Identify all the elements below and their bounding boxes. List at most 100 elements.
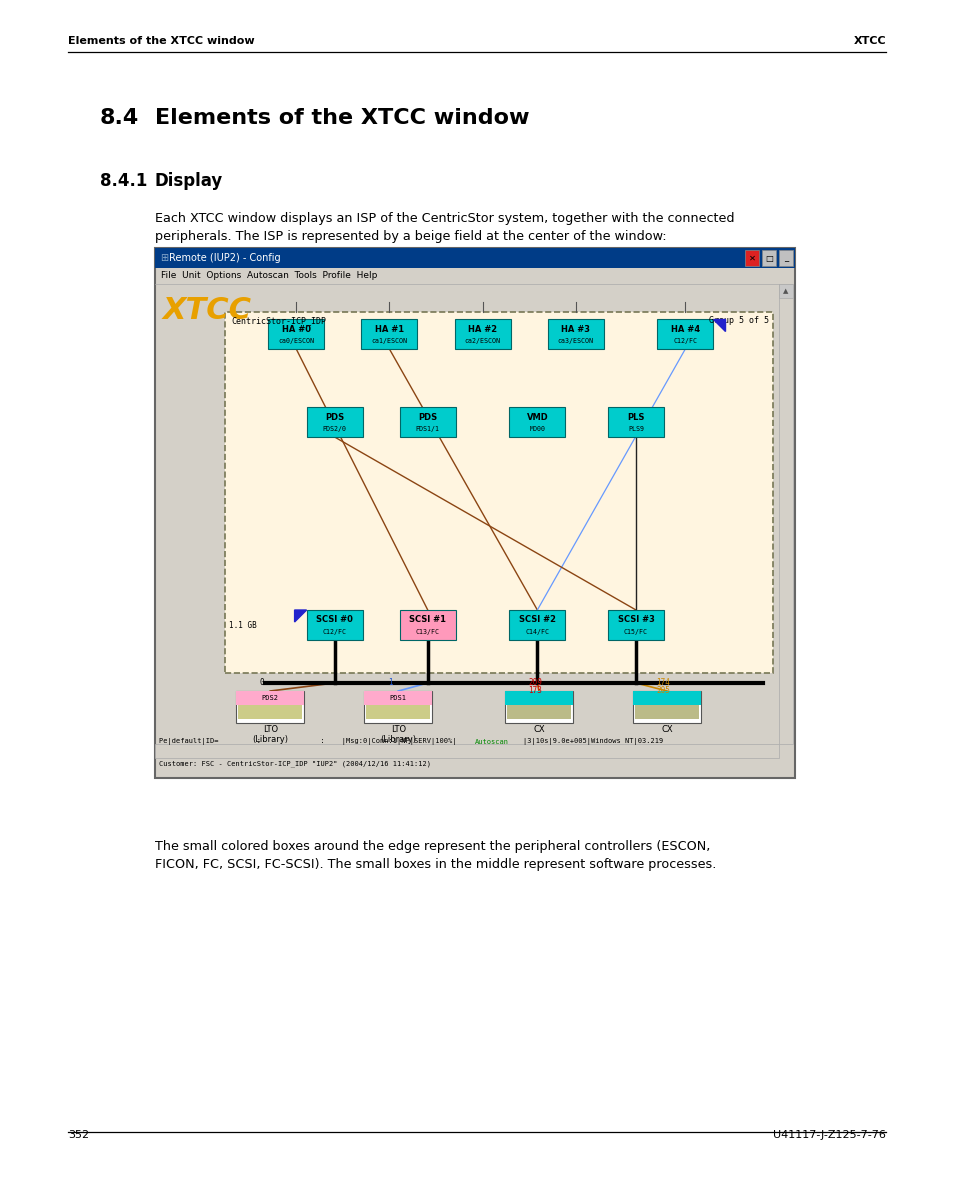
Bar: [509, 610, 565, 641]
Bar: [633, 691, 700, 706]
Bar: [268, 319, 324, 349]
Bar: [607, 610, 663, 641]
Bar: [657, 319, 713, 349]
Bar: [506, 706, 571, 719]
Text: C12/FC: C12/FC: [322, 628, 346, 635]
Bar: [779, 250, 792, 266]
Text: CX: CX: [533, 725, 544, 734]
Text: ▲: ▲: [782, 288, 788, 294]
Polygon shape: [294, 610, 306, 622]
Text: Autoscan: Autoscan: [475, 739, 509, 745]
Text: 173: 173: [528, 686, 541, 695]
Text: Pe|default|ID=         :              :    |Msg:0|Conn:1|NP|SERV|100%|: Pe|default|ID= : : |Msg:0|Conn:1|NP|SERV…: [159, 738, 456, 745]
Text: Customer: FSC - CentricStor-ICP_IDP "IUP2" (2004/12/16 11:41:12): Customer: FSC - CentricStor-ICP_IDP "IUP…: [159, 760, 431, 767]
Bar: [154, 248, 794, 268]
Text: SCSI #2: SCSI #2: [518, 615, 556, 625]
Bar: [399, 610, 456, 641]
Text: HA #0: HA #0: [281, 325, 311, 334]
Bar: [504, 691, 573, 722]
Text: Elements of the XTCC window: Elements of the XTCC window: [68, 36, 254, 46]
Bar: [399, 407, 456, 437]
Text: 209: 209: [528, 678, 541, 687]
Bar: [306, 407, 362, 437]
Bar: [633, 691, 700, 722]
Text: 352: 352: [68, 1131, 89, 1140]
Text: U41117-J-Z125-7-76: U41117-J-Z125-7-76: [772, 1131, 885, 1140]
Bar: [236, 691, 304, 706]
Bar: [361, 319, 417, 349]
Text: File  Unit  Options  Autoscan  Tools  Profile  Help: File Unit Options Autoscan Tools Profile…: [161, 271, 377, 281]
Text: ca0/ESCON: ca0/ESCON: [278, 338, 314, 344]
Text: The small colored boxes around the edge represent the peripheral controllers (ES: The small colored boxes around the edge …: [154, 840, 710, 852]
Text: Each XTCC window displays an ISP of the CentricStor system, together with the co: Each XTCC window displays an ISP of the …: [154, 212, 734, 225]
Text: LTO
(Library): LTO (Library): [380, 725, 416, 744]
Text: SCSI #3: SCSI #3: [617, 615, 654, 625]
Bar: [154, 248, 794, 778]
Text: C14/FC: C14/FC: [525, 628, 549, 635]
Bar: [238, 706, 302, 719]
Text: PDS2: PDS2: [261, 695, 278, 701]
Text: FICON, FC, SCSI, FC-SCSI). The small boxes in the middle represent software proc: FICON, FC, SCSI, FC-SCSI). The small box…: [154, 858, 716, 870]
Bar: [509, 407, 565, 437]
Bar: [504, 691, 573, 706]
Text: LTO
(Library): LTO (Library): [252, 725, 288, 744]
Text: C15/FC: C15/FC: [623, 628, 647, 635]
Text: ca3/ESCON: ca3/ESCON: [558, 338, 593, 344]
Polygon shape: [713, 319, 724, 331]
Bar: [635, 706, 699, 719]
Bar: [364, 691, 432, 722]
Text: peripherals. The ISP is represented by a beige field at the center of the window: peripherals. The ISP is represented by a…: [154, 230, 666, 243]
Text: XTCC: XTCC: [163, 296, 252, 325]
Text: 8.4: 8.4: [100, 108, 139, 128]
Text: SCSI #1: SCSI #1: [409, 615, 446, 625]
Text: _: _: [783, 254, 787, 262]
Text: PDS: PDS: [325, 413, 344, 421]
Text: 1.1 GB: 1.1 GB: [229, 620, 256, 630]
Text: HA #4: HA #4: [670, 325, 700, 334]
Text: Remote (IUP2) - Config: Remote (IUP2) - Config: [169, 253, 280, 262]
Text: PDS1: PDS1: [389, 695, 406, 701]
Text: PDS1/1: PDS1/1: [416, 426, 439, 432]
Text: SCSI #0: SCSI #0: [315, 615, 353, 625]
Bar: [607, 407, 663, 437]
Text: PLS9: PLS9: [627, 426, 643, 432]
Text: HA #3: HA #3: [560, 325, 590, 334]
Text: HA #1: HA #1: [375, 325, 403, 334]
Text: CX: CX: [660, 725, 672, 734]
Text: PDS2/0: PDS2/0: [322, 426, 346, 432]
Text: ca1/ESCON: ca1/ESCON: [371, 338, 407, 344]
Bar: [306, 610, 362, 641]
Bar: [761, 250, 775, 266]
Text: ✕: ✕: [748, 254, 755, 262]
Text: 1: 1: [388, 678, 392, 687]
Bar: [364, 691, 432, 706]
Text: C13/FC: C13/FC: [416, 628, 439, 635]
Bar: [366, 706, 430, 719]
Bar: [154, 744, 779, 759]
Bar: [454, 319, 510, 349]
Text: HA #2: HA #2: [468, 325, 497, 334]
Text: ⊞: ⊞: [160, 253, 168, 262]
Text: Elements of the XTCC window: Elements of the XTCC window: [154, 108, 529, 128]
Text: 0: 0: [259, 678, 264, 687]
Text: 205: 205: [656, 686, 669, 695]
Bar: [779, 284, 792, 744]
Bar: [547, 319, 603, 349]
Text: Group 5 of 5: Group 5 of 5: [708, 315, 768, 325]
Text: PDS: PDS: [417, 413, 436, 421]
Text: |3|10s|9.0e+005|Windows NT|03.219: |3|10s|9.0e+005|Windows NT|03.219: [522, 738, 662, 745]
Text: 8.4.1: 8.4.1: [100, 172, 147, 190]
Text: C12/FC: C12/FC: [673, 338, 697, 344]
Bar: [236, 691, 304, 722]
Text: Display: Display: [154, 172, 223, 190]
Text: PLS: PLS: [627, 413, 644, 421]
Text: ca2/ESCON: ca2/ESCON: [464, 338, 500, 344]
Text: □: □: [764, 254, 772, 262]
Bar: [225, 312, 772, 673]
Text: XTCC: XTCC: [853, 36, 885, 46]
Bar: [779, 284, 792, 299]
Text: CentricStor-ICP_IDP: CentricStor-ICP_IDP: [231, 315, 326, 325]
Bar: [744, 250, 759, 266]
Text: MD00: MD00: [529, 426, 545, 432]
Text: VMD: VMD: [526, 413, 548, 421]
